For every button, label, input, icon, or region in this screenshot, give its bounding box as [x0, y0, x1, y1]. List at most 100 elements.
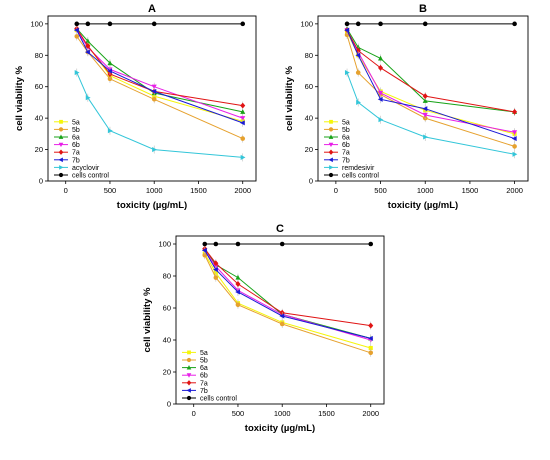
legend-item: acyclovir: [54, 165, 100, 172]
legend-label: remdesivir: [342, 165, 375, 172]
legend-marker: [329, 165, 334, 170]
legend-marker: [186, 365, 192, 370]
data-point: [512, 21, 517, 27]
legend-marker: [328, 149, 334, 155]
series-acyclovir: [74, 68, 246, 162]
series-5b: [344, 30, 517, 151]
data-point: [240, 109, 246, 114]
legend-marker: [328, 157, 333, 163]
series-line: [76, 29, 243, 119]
series-remdesivir: [344, 68, 518, 159]
x-tick-label: 500: [104, 186, 117, 195]
legend-item: 7b: [54, 157, 80, 164]
data-point: [512, 108, 518, 115]
legend-label: 7b: [200, 388, 208, 395]
legend-marker: [187, 350, 191, 355]
legend-marker: [186, 395, 192, 401]
y-tick-label: 60: [35, 82, 43, 91]
legend-item: 5a: [182, 350, 208, 357]
data-point: [368, 241, 374, 247]
legend-item: 5b: [182, 358, 208, 365]
x-tick-label: 2000: [234, 186, 251, 195]
y-tick-label: 20: [163, 368, 171, 377]
data-point: [202, 247, 207, 253]
data-point: [422, 112, 428, 118]
data-point: [344, 21, 350, 27]
data-point: [355, 52, 361, 58]
data-point: [240, 136, 246, 141]
legend-marker: [58, 157, 63, 163]
legend-item: 6a: [182, 365, 208, 372]
data-point: [512, 151, 518, 157]
legend-label: 5b: [342, 127, 350, 134]
data-point: [213, 241, 219, 247]
x-tick-label: 1500: [318, 409, 335, 418]
series-line: [346, 28, 515, 113]
series-7b: [344, 26, 517, 143]
x-tick-label: 500: [232, 409, 245, 418]
y-tick-label: 0: [39, 177, 43, 186]
series-6a: [344, 24, 518, 116]
series-5a: [202, 249, 373, 352]
series-6a: [202, 244, 374, 343]
series-5a: [74, 26, 245, 126]
x-tick-label: 0: [334, 186, 338, 195]
data-point: [85, 38, 91, 44]
y-tick-label: 80: [305, 51, 313, 60]
data-point: [279, 321, 285, 327]
x-tick-label: 500: [374, 186, 387, 195]
legend-marker: [328, 172, 334, 178]
legend-label: 5a: [200, 350, 208, 357]
data-point: [151, 96, 157, 102]
series-line: [76, 72, 243, 158]
x-tick-label: 1500: [190, 186, 207, 195]
x-tick-label: 1000: [417, 186, 434, 195]
y-tick-label: 20: [35, 145, 43, 154]
x-axis-title: toxicity (µg/mL): [117, 200, 187, 211]
legend-marker: [58, 127, 64, 132]
legend-label: 7b: [72, 157, 80, 164]
data-point: [235, 302, 241, 308]
y-tick-label: 20: [305, 145, 313, 154]
legend-item: cells control: [324, 173, 379, 180]
y-tick-label: 100: [30, 19, 43, 28]
x-axis-title: toxicity (µg/mL): [245, 423, 315, 434]
legend-label: 5a: [72, 119, 80, 126]
data-point: [423, 134, 428, 140]
series-line: [204, 248, 371, 339]
y-tick-label: 60: [163, 304, 171, 313]
data-point: [344, 27, 350, 33]
data-point: [85, 42, 91, 49]
series-line: [76, 29, 243, 122]
y-axis-title: cell viability %: [14, 65, 25, 130]
y-tick-label: 100: [300, 19, 313, 28]
legend-label: 7a: [72, 150, 80, 157]
legend-item: 7b: [182, 388, 208, 395]
series-cells-control: [74, 21, 246, 27]
plot-frame: [47, 15, 257, 182]
series-6b: [74, 26, 246, 123]
data-point: [107, 21, 113, 27]
data-point: [355, 70, 361, 75]
legend-marker: [58, 149, 64, 155]
plot-frame: [175, 235, 385, 405]
legend-item: 7a: [54, 149, 80, 157]
y-tick-label: 80: [35, 51, 43, 60]
y-axis-title: cell viability %: [142, 287, 153, 352]
x-tick-label: 0: [192, 409, 196, 418]
data-point: [355, 47, 361, 54]
legend-label: cells control: [200, 396, 237, 403]
y-tick-label: 100: [158, 240, 171, 249]
x-tick-label: 1000: [274, 409, 291, 418]
x-tick-label: 2000: [506, 186, 523, 195]
data-point: [378, 64, 384, 71]
y-tick-label: 40: [305, 114, 313, 123]
legend-label: 6a: [200, 365, 208, 372]
legend-label: acyclovir: [72, 165, 100, 172]
legend-item: 6b: [324, 142, 350, 149]
legend-item: 6a: [54, 134, 80, 142]
y-tick-label: 80: [163, 272, 171, 281]
y-axis-title: cell viability %: [284, 65, 295, 130]
data-point: [279, 241, 285, 247]
